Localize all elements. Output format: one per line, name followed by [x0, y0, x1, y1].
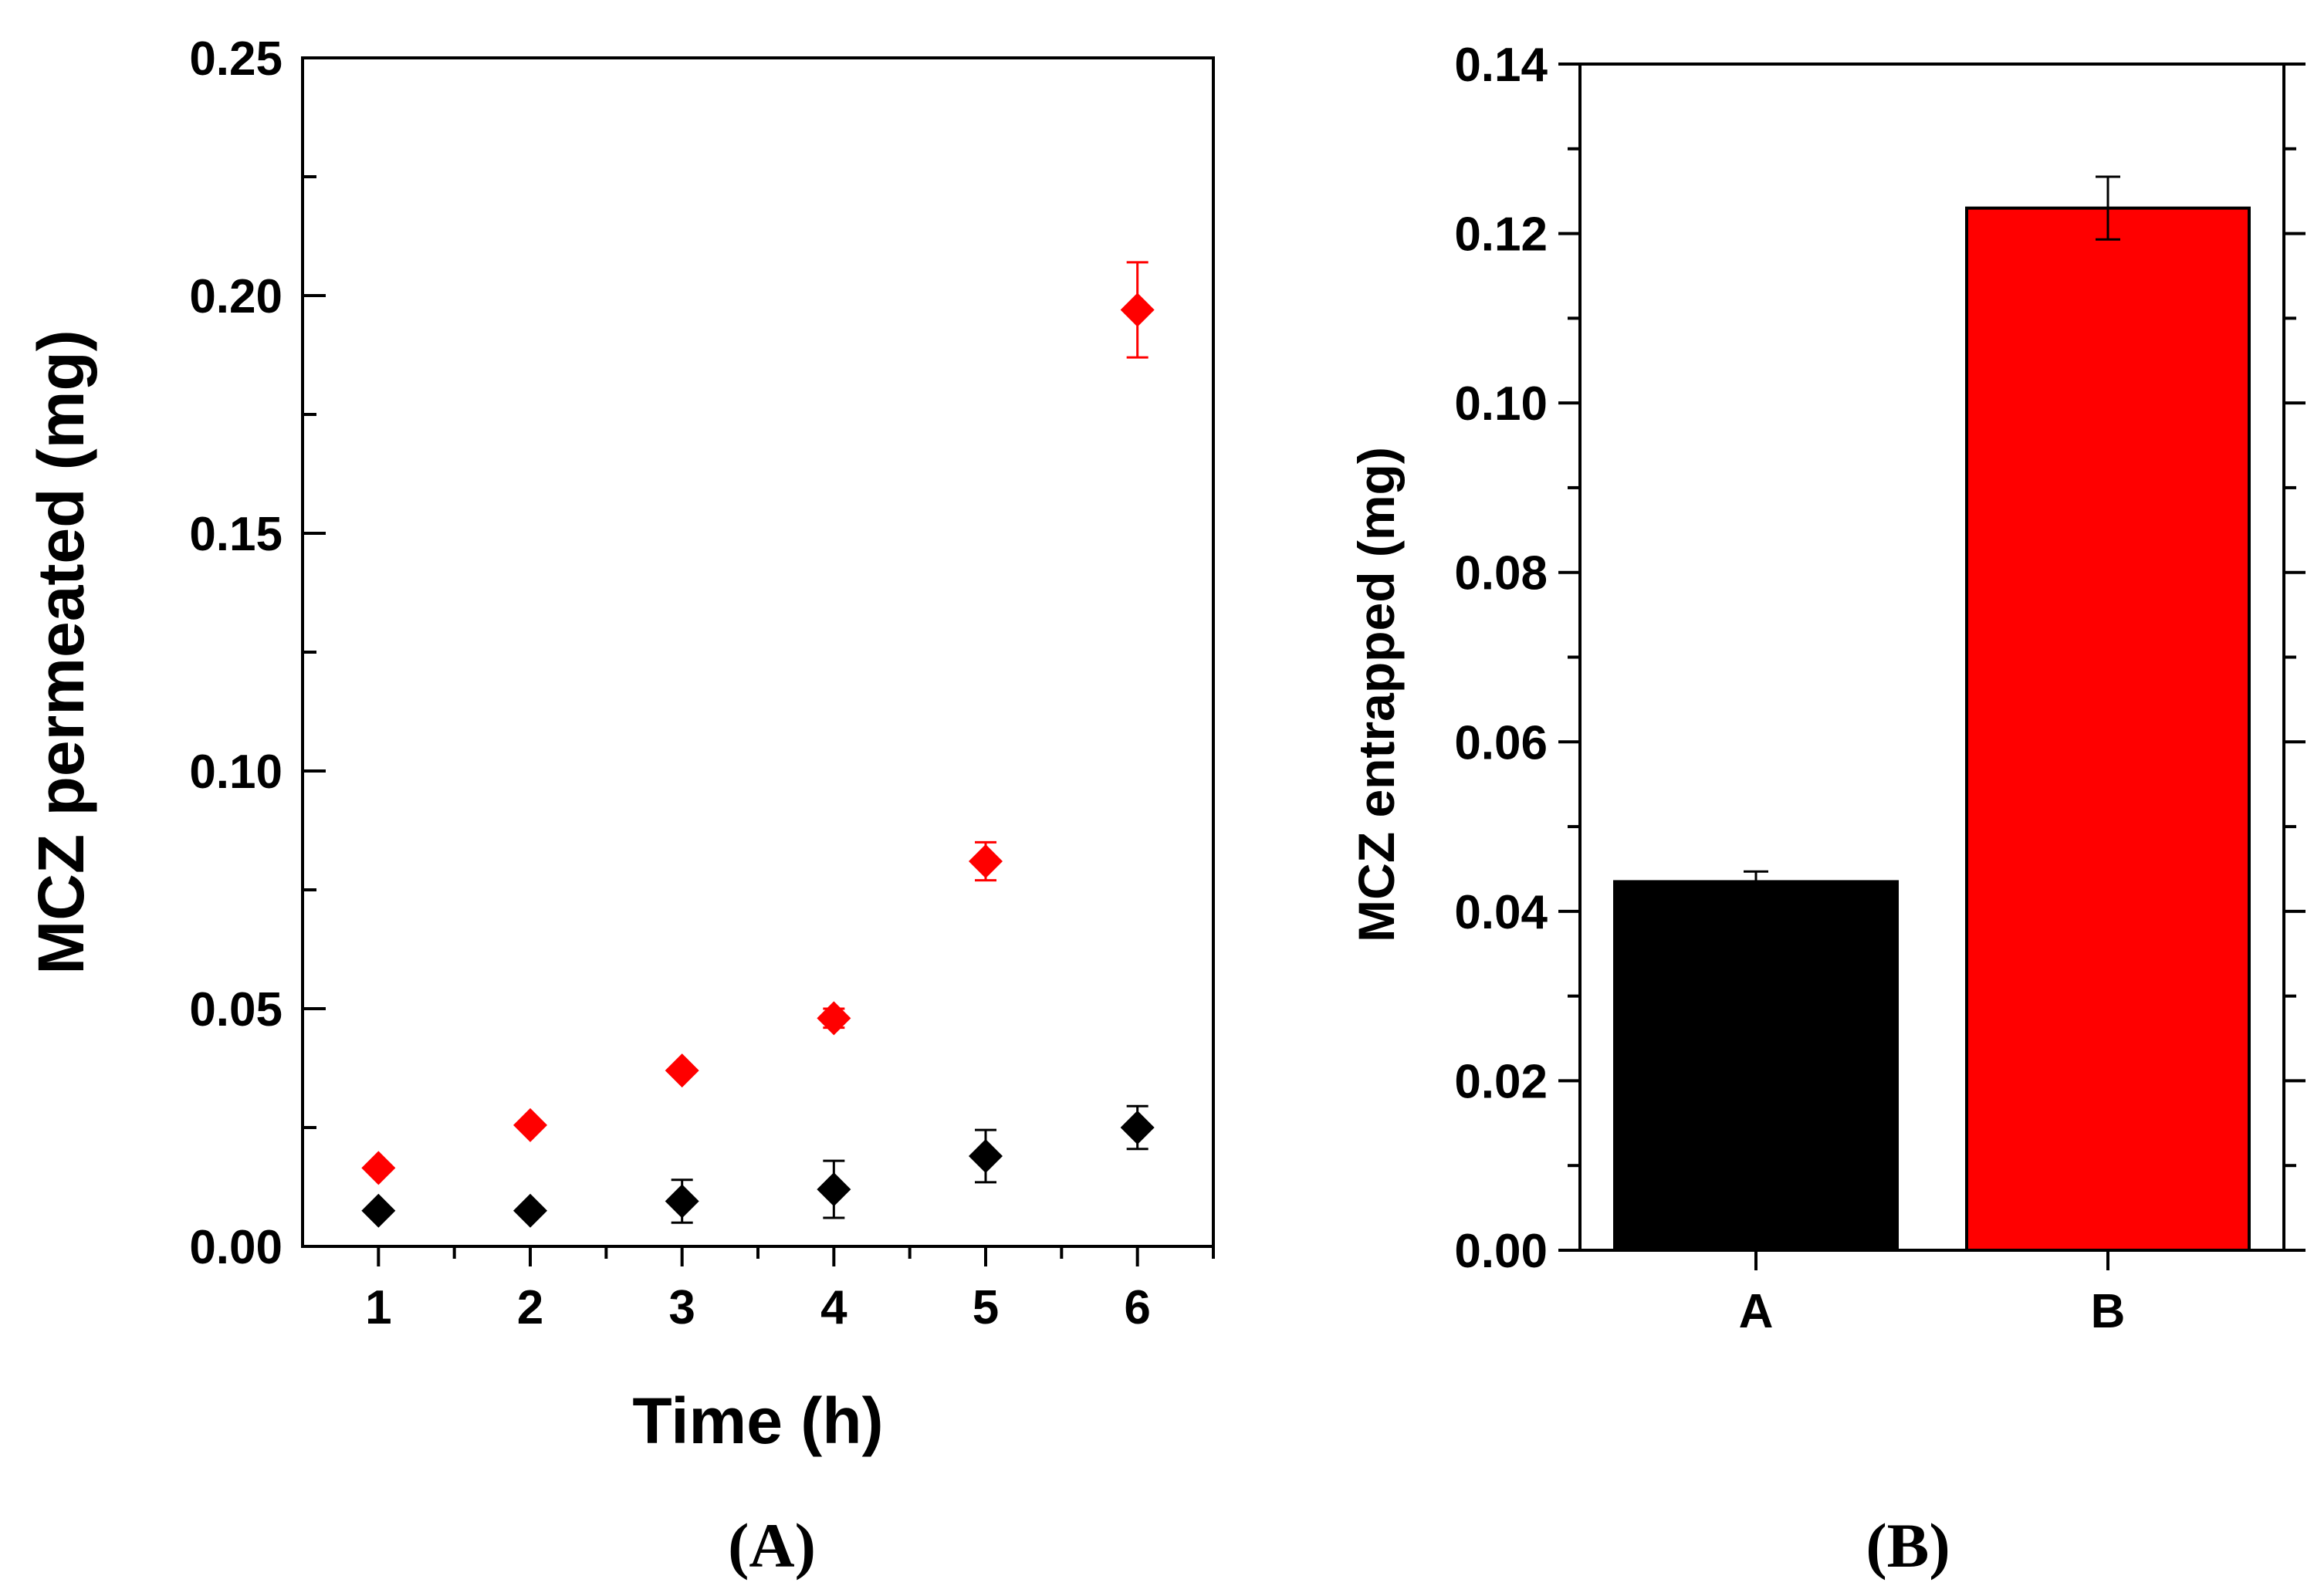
panel-a-x-tick-labels: 1 2 3 4 5 6: [365, 1281, 1151, 1334]
y-tick-label: 0.12: [1454, 208, 1548, 262]
panel-a-x-axis-title: Time (h): [632, 1385, 883, 1457]
x-tick-label: B: [2091, 1285, 2126, 1338]
y-tick-label: 0.25: [189, 32, 282, 86]
x-tick-label: 2: [517, 1281, 543, 1334]
y-tick-label: 0.14: [1454, 39, 1548, 92]
black-data-point: [665, 1184, 699, 1219]
y-tick-label: 0.10: [1454, 377, 1548, 431]
x-tick-label: A: [1739, 1285, 1774, 1338]
panel-b-label: (B): [1866, 1510, 1950, 1581]
x-tick-label: 1: [365, 1281, 391, 1334]
red-data-point: [817, 1001, 851, 1036]
panel-a-chart: 1 2 3 4 5 6 0.00 0.05 0.10 0.15 0.20 0.25 Time (h)…: [25, 32, 1215, 1581]
panel-a-y-axis-title: MCZ permeated (mg): [25, 330, 97, 974]
panel-a-error-bars: [367, 261, 1149, 1224]
bar-B: [1965, 206, 2251, 1252]
y-tick-label: 0.10: [189, 746, 282, 799]
x-tick-label: 4: [820, 1281, 847, 1334]
y-tick-label: 0.08: [1454, 547, 1548, 600]
x-tick-label: 3: [668, 1281, 695, 1334]
panel-a-plot-frame: [301, 56, 1215, 1248]
y-tick-label: 0.20: [189, 270, 282, 323]
panel-b-ticks: [1558, 63, 2306, 1270]
black-data-point: [1120, 1111, 1155, 1145]
panel-b-error-bars: [1744, 175, 2120, 894]
panel-a-y-tick-labels: 0.00 0.05 0.10 0.15 0.20 0.25: [189, 32, 282, 1274]
y-tick-label: 0.06: [1454, 716, 1548, 769]
black-data-point: [969, 1138, 1003, 1173]
x-tick-label: 6: [1124, 1281, 1150, 1334]
panel-a-points: [361, 292, 1155, 1228]
red-data-point: [513, 1107, 547, 1142]
y-tick-label: 0.15: [189, 508, 282, 561]
y-tick-label: 0.00: [1454, 1225, 1548, 1278]
x-tick-label: 5: [973, 1281, 999, 1334]
panel-b-bars: [1613, 206, 2251, 1252]
y-tick-label: 0.04: [1454, 886, 1548, 939]
black-data-point: [817, 1172, 851, 1207]
red-data-point: [1120, 292, 1155, 327]
panel-b-y-tick-labels: 0.00 0.02 0.04 0.06 0.08 0.10 0.12 0.14: [1454, 39, 1548, 1278]
y-tick-label: 0.02: [1454, 1055, 1548, 1108]
red-data-point: [665, 1053, 699, 1088]
panel-b-y-axis-title: MCZ entrapped (mg): [1348, 447, 1405, 942]
red-data-point: [969, 844, 1003, 879]
black-data-point: [361, 1193, 396, 1228]
panel-a-ticks: [303, 56, 1215, 1266]
red-data-point: [361, 1151, 396, 1185]
panel-a-label: (A): [728, 1510, 816, 1581]
bar-A: [1613, 880, 1899, 1252]
black-data-point: [513, 1193, 547, 1228]
y-tick-label: 0.00: [189, 1221, 282, 1274]
y-tick-label: 0.05: [189, 983, 282, 1036]
